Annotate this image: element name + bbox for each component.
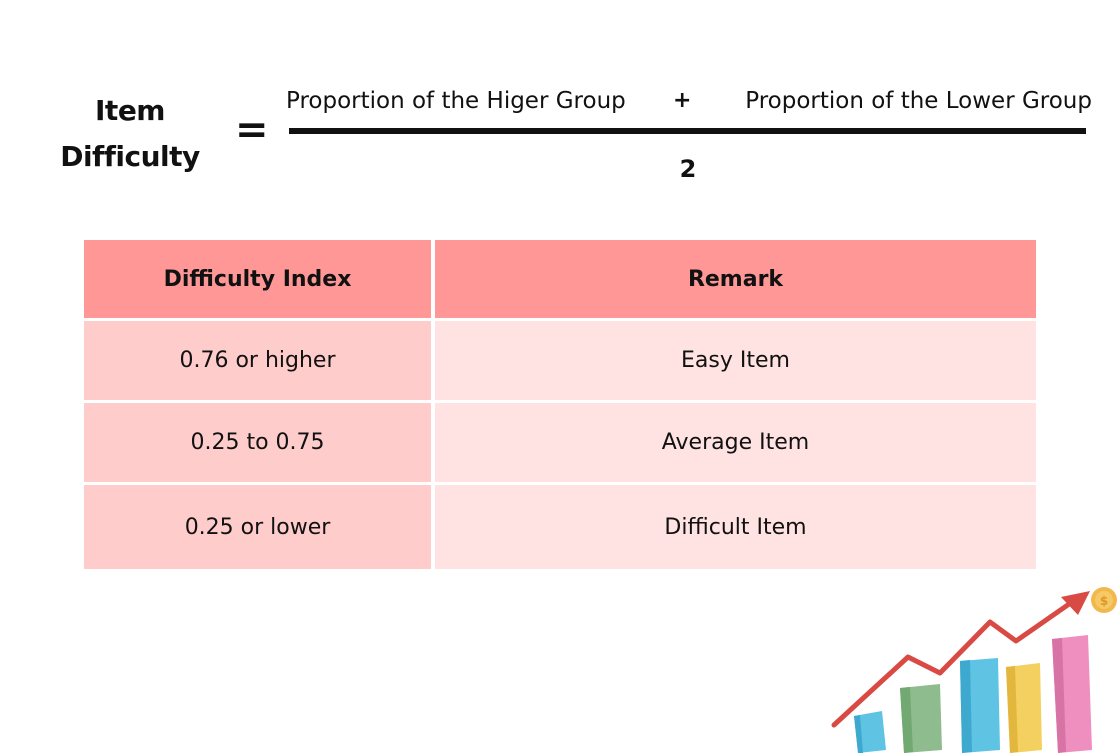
bar-pink-icon (1052, 635, 1092, 753)
plus-sign: + (673, 88, 692, 113)
growth-chart-icon: $ (831, 587, 1117, 753)
numerator-lower-group: Proportion of the Lower Group (745, 88, 1092, 114)
header-difficulty-index: Difficulty Index (84, 240, 431, 318)
table-cell-index: 0.76 or higher (84, 321, 431, 400)
formula-numerator: Proportion of the Higer Group + Proporti… (286, 84, 1092, 118)
header-remark: Remark (435, 240, 1036, 318)
bar-blue-tall-icon (960, 658, 1000, 753)
equals-sign: = (235, 107, 269, 153)
table-cell-index: 0.25 or lower (84, 485, 431, 569)
coin-icon: $ (1091, 587, 1117, 613)
table-row: 0.25 or lower Difficult Item (84, 485, 1036, 569)
difficulty-index-table: Difficulty Index Remark 0.76 or higher E… (84, 240, 1036, 572)
svg-text:$: $ (1100, 594, 1108, 608)
table-row: 0.25 to 0.75 Average Item (84, 403, 1036, 482)
table-cell-remark: Difficult Item (435, 485, 1036, 569)
table-row: 0.76 or higher Easy Item (84, 321, 1036, 400)
trend-arrow-icon (831, 599, 1075, 728)
bar-green-icon (900, 684, 942, 753)
formula-term-item: Item (95, 94, 165, 127)
formula-denominator: 2 (679, 155, 697, 183)
formula-term-difficulty: Difficulty (60, 140, 200, 173)
bar-yellow-icon (1006, 663, 1042, 753)
bar-blue-small-icon (854, 711, 886, 753)
fraction-bar (289, 128, 1086, 134)
table-cell-remark: Easy Item (435, 321, 1036, 400)
table-header-row: Difficulty Index Remark (84, 240, 1036, 318)
arrow-head-icon (1061, 591, 1090, 615)
formula-left-side: Item Difficulty (40, 88, 220, 180)
table-cell-remark: Average Item (435, 403, 1036, 482)
table-cell-index: 0.25 to 0.75 (84, 403, 431, 482)
numerator-higher-group: Proportion of the Higer Group (286, 88, 626, 114)
